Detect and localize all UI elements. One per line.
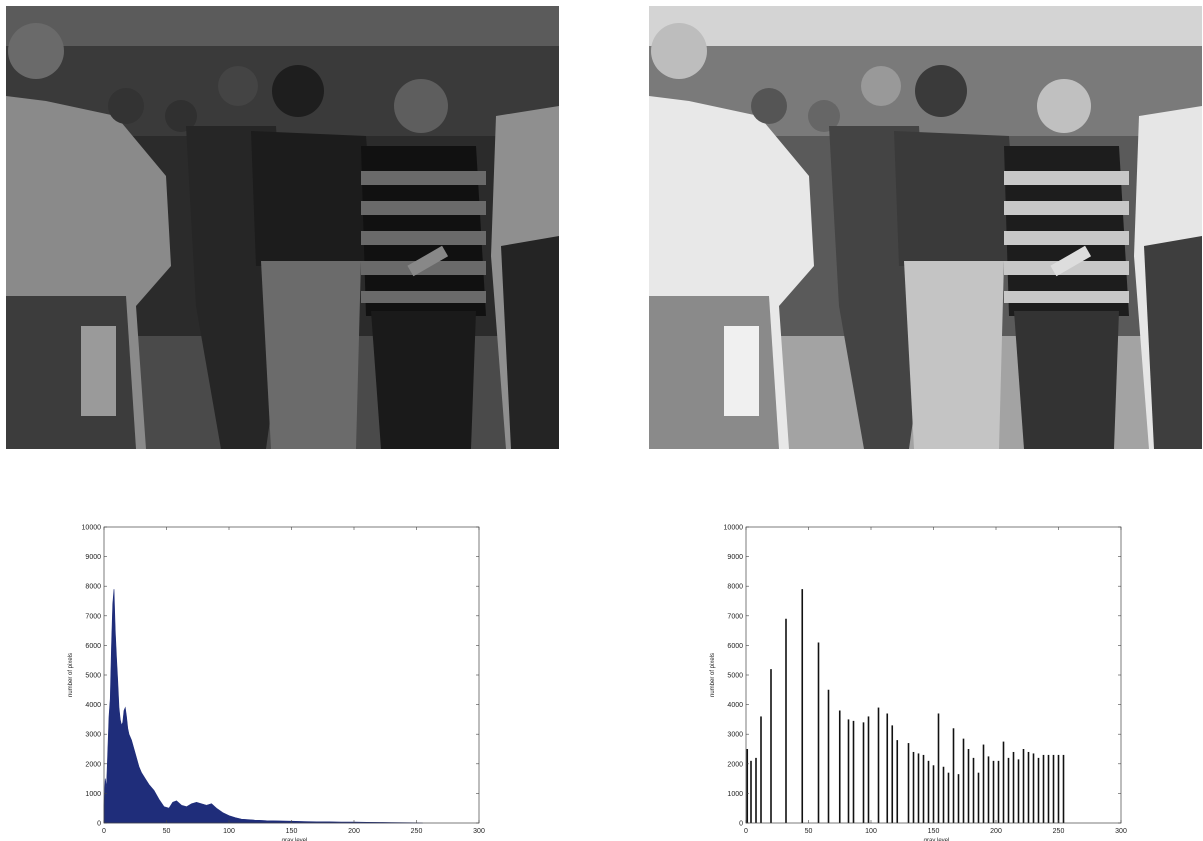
- x-axis-label: gray level: [924, 838, 950, 841]
- x-axis-label: gray level: [282, 838, 308, 841]
- y-tick-label: 2000: [85, 761, 101, 768]
- histogram-original-svg: 0 50 100 150 200 250 3000100020003000400050006…: [68, 525, 485, 841]
- y-tick-label: 1000: [85, 791, 101, 798]
- x-tick-label: 300: [473, 828, 485, 835]
- histogram-equalized: 0 50 100 150 200 250 300 0 1000 2000 3000 4000 5000 6…: [702, 518, 1132, 841]
- y-tick-label: 5000: [727, 673, 743, 680]
- x-tick-label: 50: [805, 828, 813, 835]
- dark-original-photo: [6, 6, 559, 449]
- y-tick-label: 0: [97, 821, 101, 828]
- y-tick-label: 4000: [85, 702, 101, 709]
- x-tick-label: 200: [990, 828, 1002, 835]
- histogram-original: 0 50 100 150 200 250 300 0 1000 2000 3000 4000 5000 6…: [60, 518, 490, 841]
- y-tick-label: 7000: [727, 613, 743, 620]
- x-tick-label: 200: [348, 828, 360, 835]
- x-tick-label: 0: [102, 828, 106, 835]
- y-tick-label: 9000: [727, 554, 743, 561]
- y-tick-label: 1000: [727, 791, 743, 798]
- y-axis-label: number of pixels: [68, 653, 74, 697]
- y-tick-label: 6000: [727, 643, 743, 650]
- equalized-photo: [649, 6, 1202, 449]
- histogram-equalized-svg: 0 50 100 150 200 250 3000100020003000400050006…: [710, 525, 1127, 841]
- x-tick-label: 300: [1115, 828, 1127, 835]
- y-tick-label: 3000: [85, 732, 101, 739]
- y-tick-label: 10000: [82, 525, 102, 532]
- y-tick-label: 0: [739, 821, 743, 828]
- x-tick-label: 100: [223, 828, 235, 835]
- y-tick-label: 7000: [85, 613, 101, 620]
- y-tick-label: 5000: [85, 673, 101, 680]
- y-axis-label: number of pixels: [710, 653, 716, 697]
- x-tick-label: 0: [744, 828, 748, 835]
- y-tick-label: 8000: [727, 584, 743, 591]
- x-tick-label: 250: [1053, 828, 1065, 835]
- y-tick-label: 10000: [724, 525, 744, 532]
- y-tick-label: 9000: [85, 554, 101, 561]
- x-tick-label: 50: [163, 828, 171, 835]
- y-tick-label: 4000: [727, 702, 743, 709]
- y-tick-label: 8000: [85, 584, 101, 591]
- plot-frame: [103, 526, 480, 824]
- x-tick-label: 100: [865, 828, 877, 835]
- y-tick-label: 3000: [727, 732, 743, 739]
- x-tick-label: 250: [411, 828, 423, 835]
- y-tick-label: 2000: [727, 761, 743, 768]
- histogram-area: [103, 589, 423, 824]
- y-tick-label: 6000: [85, 643, 101, 650]
- x-tick-label: 150: [928, 828, 940, 835]
- x-tick-label: 150: [286, 828, 298, 835]
